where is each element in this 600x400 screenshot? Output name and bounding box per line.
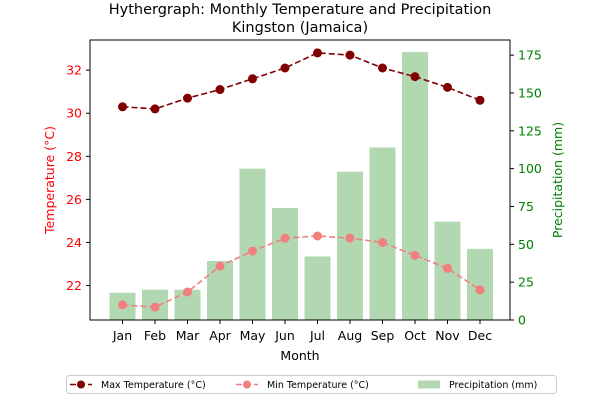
min-temp-legend-marker (243, 380, 251, 389)
legend-box (66, 375, 557, 394)
precipitation-bar-may (239, 168, 266, 320)
precipitation-bar-dec (467, 248, 493, 320)
x-tick-label: Jun (274, 328, 295, 343)
min-temp-point-sep (378, 237, 387, 247)
max-temp-point-feb (150, 104, 160, 114)
min-temp-point-apr (215, 261, 225, 271)
max-temp-legend-label: Max Temperature (°C) (101, 380, 206, 391)
left-axis-label: Temperature (°C) (42, 126, 57, 235)
x-tick-label: Aug (338, 328, 362, 343)
right-tick-label: 100 (518, 161, 542, 176)
max-temp-point-jan (118, 102, 127, 112)
x-tick-label: Jan (112, 328, 132, 343)
precipitation-bar-jun (272, 208, 298, 320)
chart-title: Hythergraph: Monthly Temperature and Pre… (109, 2, 492, 18)
left-tick-label: 30 (66, 106, 82, 121)
min-temp-point-feb (150, 302, 160, 312)
max-temp-legend-marker (77, 380, 85, 389)
right-axis-label: Precipitation (mm) (550, 122, 565, 238)
precip-legend-swatch (418, 380, 440, 389)
precipitation-bars (109, 52, 493, 321)
precipitation-bar-jul (304, 256, 331, 320)
min-temp-point-mar (183, 287, 192, 297)
min-temp-point-jan (118, 300, 127, 310)
temperature-lines (118, 48, 485, 312)
right-tick-label: 150 (518, 85, 542, 100)
min-temp-legend-label: Min Temperature (°C) (267, 380, 369, 391)
plot-frame (89, 39, 511, 321)
min-temp-point-nov (443, 263, 452, 273)
precipitation-bar-oct (402, 52, 428, 321)
x-tick-label: Jul (309, 328, 325, 343)
min-temp-point-may (248, 246, 257, 256)
x-tick-label: Mar (176, 328, 200, 343)
precip-legend-label: Precipitation (mm) (449, 380, 537, 391)
left-tick-label: 28 (66, 149, 82, 164)
left-tick-label: 22 (66, 278, 82, 293)
max-temp-point-sep (378, 63, 387, 73)
right-tick-label: 75 (518, 199, 534, 214)
right-tick-label: 50 (518, 237, 534, 252)
left-tick-label: 32 (66, 63, 82, 78)
min-temp-point-jun (280, 233, 290, 243)
max-temp-point-nov (443, 82, 452, 92)
min-temp-point-oct (410, 250, 420, 260)
chart-subtitle: Kingston (Jamaica) (232, 20, 368, 36)
max-temp-point-jul (313, 48, 322, 58)
max-temp-point-mar (183, 93, 192, 103)
max-temp-line (122, 52, 481, 110)
max-temp-point-aug (345, 50, 355, 60)
x-tick-label: Nov (435, 328, 460, 343)
x-tick-label: Feb (144, 328, 166, 343)
max-temp-point-oct (410, 72, 420, 82)
max-temp-point-dec (475, 95, 485, 105)
min-temp-point-aug (345, 233, 355, 243)
max-temp-point-jun (280, 63, 290, 73)
x-tick-label: May (240, 328, 266, 343)
min-temp-line (122, 235, 481, 308)
x-axis-label: Month (280, 348, 319, 363)
min-temp-point-dec (475, 285, 485, 295)
precipitation-bar-apr (207, 260, 233, 320)
right-tick-label: 0 (518, 313, 526, 328)
min-temp-point-jul (313, 231, 322, 241)
right-axis: 0 25 50 75 100 125 150 175 (510, 48, 542, 328)
x-tick-label: Apr (209, 328, 231, 343)
max-temp-point-apr (215, 85, 225, 95)
legend: Max Temperature (°C) Min Temperature (°C)… (66, 375, 557, 394)
left-axis: 22 24 26 28 30 32 (66, 63, 90, 293)
right-tick-label: 25 (518, 275, 534, 290)
right-tick-label: 125 (518, 123, 542, 138)
precipitation-bar-sep (369, 147, 396, 320)
x-tick-label: Sep (371, 328, 395, 343)
left-tick-label: 24 (66, 235, 82, 250)
x-tick-label: Dec (468, 328, 492, 343)
right-tick-label: 175 (518, 48, 542, 63)
precipitation-bar-aug (337, 171, 363, 320)
x-axis: Jan Feb Mar Apr May Jun Jul Aug Sep Oct Nov Dec (112, 320, 492, 343)
max-temp-point-may (248, 74, 257, 84)
x-tick-label: Oct (404, 328, 426, 343)
left-tick-label: 26 (66, 192, 82, 207)
